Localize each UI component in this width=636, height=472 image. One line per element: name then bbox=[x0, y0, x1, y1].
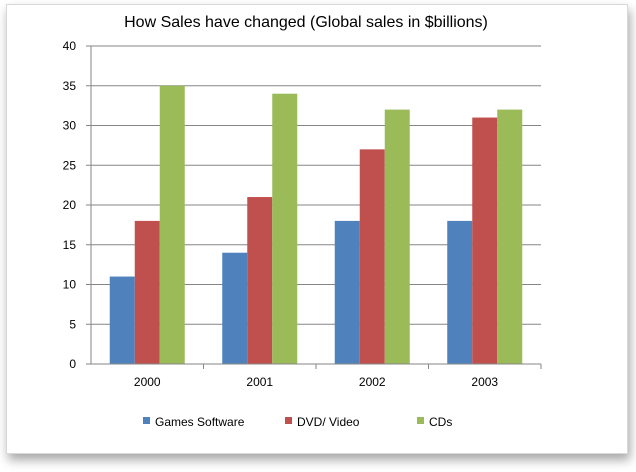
y-tick-label: 15 bbox=[63, 238, 77, 252]
bar-dvd-video-2000 bbox=[134, 220, 160, 364]
bar-dvd-video-2002 bbox=[359, 149, 385, 364]
y-tick-label: 5 bbox=[69, 317, 76, 331]
y-tick-label: 25 bbox=[63, 158, 77, 172]
legend-label: Games Software bbox=[155, 415, 245, 429]
bar-cds-2003 bbox=[497, 109, 523, 364]
x-tick-label: 2002 bbox=[359, 375, 386, 389]
bar-cds-2002 bbox=[384, 109, 410, 364]
bar-cds-2000 bbox=[159, 85, 185, 364]
bar-games-software-2000 bbox=[109, 276, 135, 364]
bar-dvd-video-2001 bbox=[247, 197, 273, 364]
y-tick-label: 30 bbox=[63, 119, 77, 133]
y-tick-label: 10 bbox=[63, 278, 77, 292]
y-tick-label: 20 bbox=[63, 198, 77, 212]
legend-swatch bbox=[285, 417, 292, 424]
y-tick-label: 40 bbox=[63, 39, 77, 53]
y-tick-label: 0 bbox=[69, 357, 76, 371]
bar-dvd-video-2003 bbox=[472, 117, 498, 364]
legend-swatch bbox=[417, 417, 424, 424]
legend-label: DVD/ Video bbox=[297, 415, 360, 429]
x-tick-label: 2003 bbox=[471, 375, 498, 389]
chart-card bbox=[6, 4, 628, 454]
chart-title: How Sales have changed (Global sales in … bbox=[124, 14, 488, 31]
bar-cds-2001 bbox=[272, 93, 298, 364]
bar-games-software-2001 bbox=[222, 252, 248, 364]
legend-swatch bbox=[143, 417, 150, 424]
legend-label: CDs bbox=[429, 415, 452, 429]
x-tick-label: 2000 bbox=[134, 375, 161, 389]
y-tick-label: 35 bbox=[63, 79, 77, 93]
bar-games-software-2002 bbox=[334, 220, 360, 364]
bar-games-software-2003 bbox=[447, 220, 473, 364]
x-tick-label: 2001 bbox=[246, 375, 273, 389]
